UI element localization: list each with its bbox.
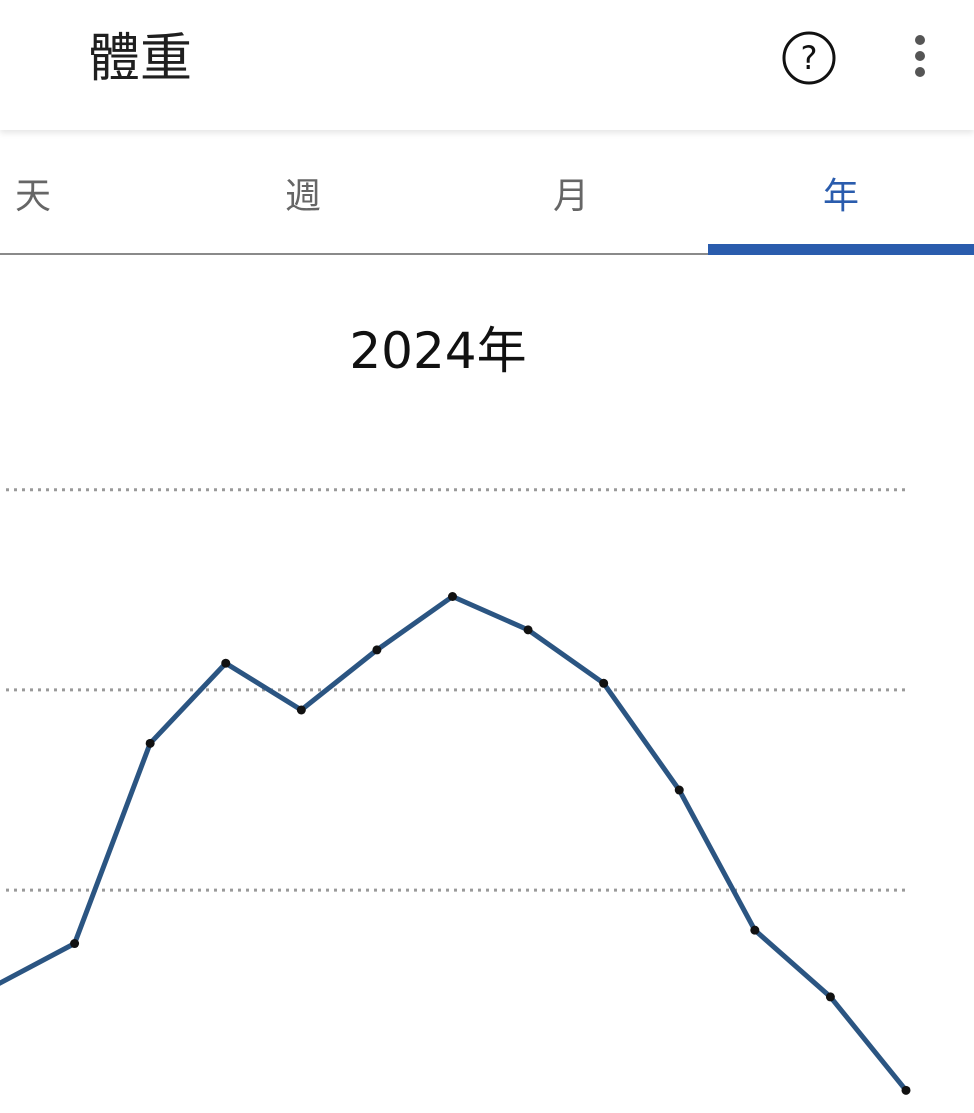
help-circle-icon: ? bbox=[782, 31, 836, 85]
data-point-10[interactable] bbox=[750, 925, 760, 935]
weight-series-line bbox=[0, 594, 909, 1093]
page-title: 體重 bbox=[88, 29, 193, 89]
data-point-3[interactable] bbox=[221, 658, 231, 668]
grid-layer bbox=[6, 488, 906, 892]
data-point-6[interactable] bbox=[448, 592, 457, 602]
app-bar: 體重 ? bbox=[0, 0, 974, 130]
tab-active-indicator bbox=[708, 244, 974, 255]
svg-text:?: ? bbox=[801, 39, 818, 77]
data-point-8[interactable] bbox=[599, 678, 609, 688]
data-point-9[interactable] bbox=[674, 785, 684, 795]
more-options-button[interactable] bbox=[900, 30, 940, 86]
tab-day[interactable]: 天 bbox=[14, 176, 51, 217]
data-point-2[interactable] bbox=[145, 738, 155, 748]
points-layer bbox=[70, 592, 911, 1095]
help-button[interactable]: ? bbox=[782, 31, 836, 85]
tab-year[interactable]: 年 bbox=[822, 176, 859, 217]
tab-month[interactable]: 月 bbox=[552, 176, 589, 217]
chart-title: 2024年 bbox=[349, 322, 527, 380]
data-point-5[interactable] bbox=[372, 645, 382, 655]
more-vert-icon bbox=[915, 35, 925, 77]
data-point-4[interactable] bbox=[296, 705, 306, 715]
data-point-11[interactable] bbox=[825, 992, 835, 1002]
data-point-7[interactable] bbox=[523, 625, 533, 635]
period-tabs: 天 週 月 年 bbox=[0, 133, 974, 255]
data-point-1[interactable] bbox=[70, 939, 80, 949]
data-point-12[interactable] bbox=[901, 1085, 911, 1095]
tab-week[interactable]: 週 bbox=[284, 176, 321, 217]
